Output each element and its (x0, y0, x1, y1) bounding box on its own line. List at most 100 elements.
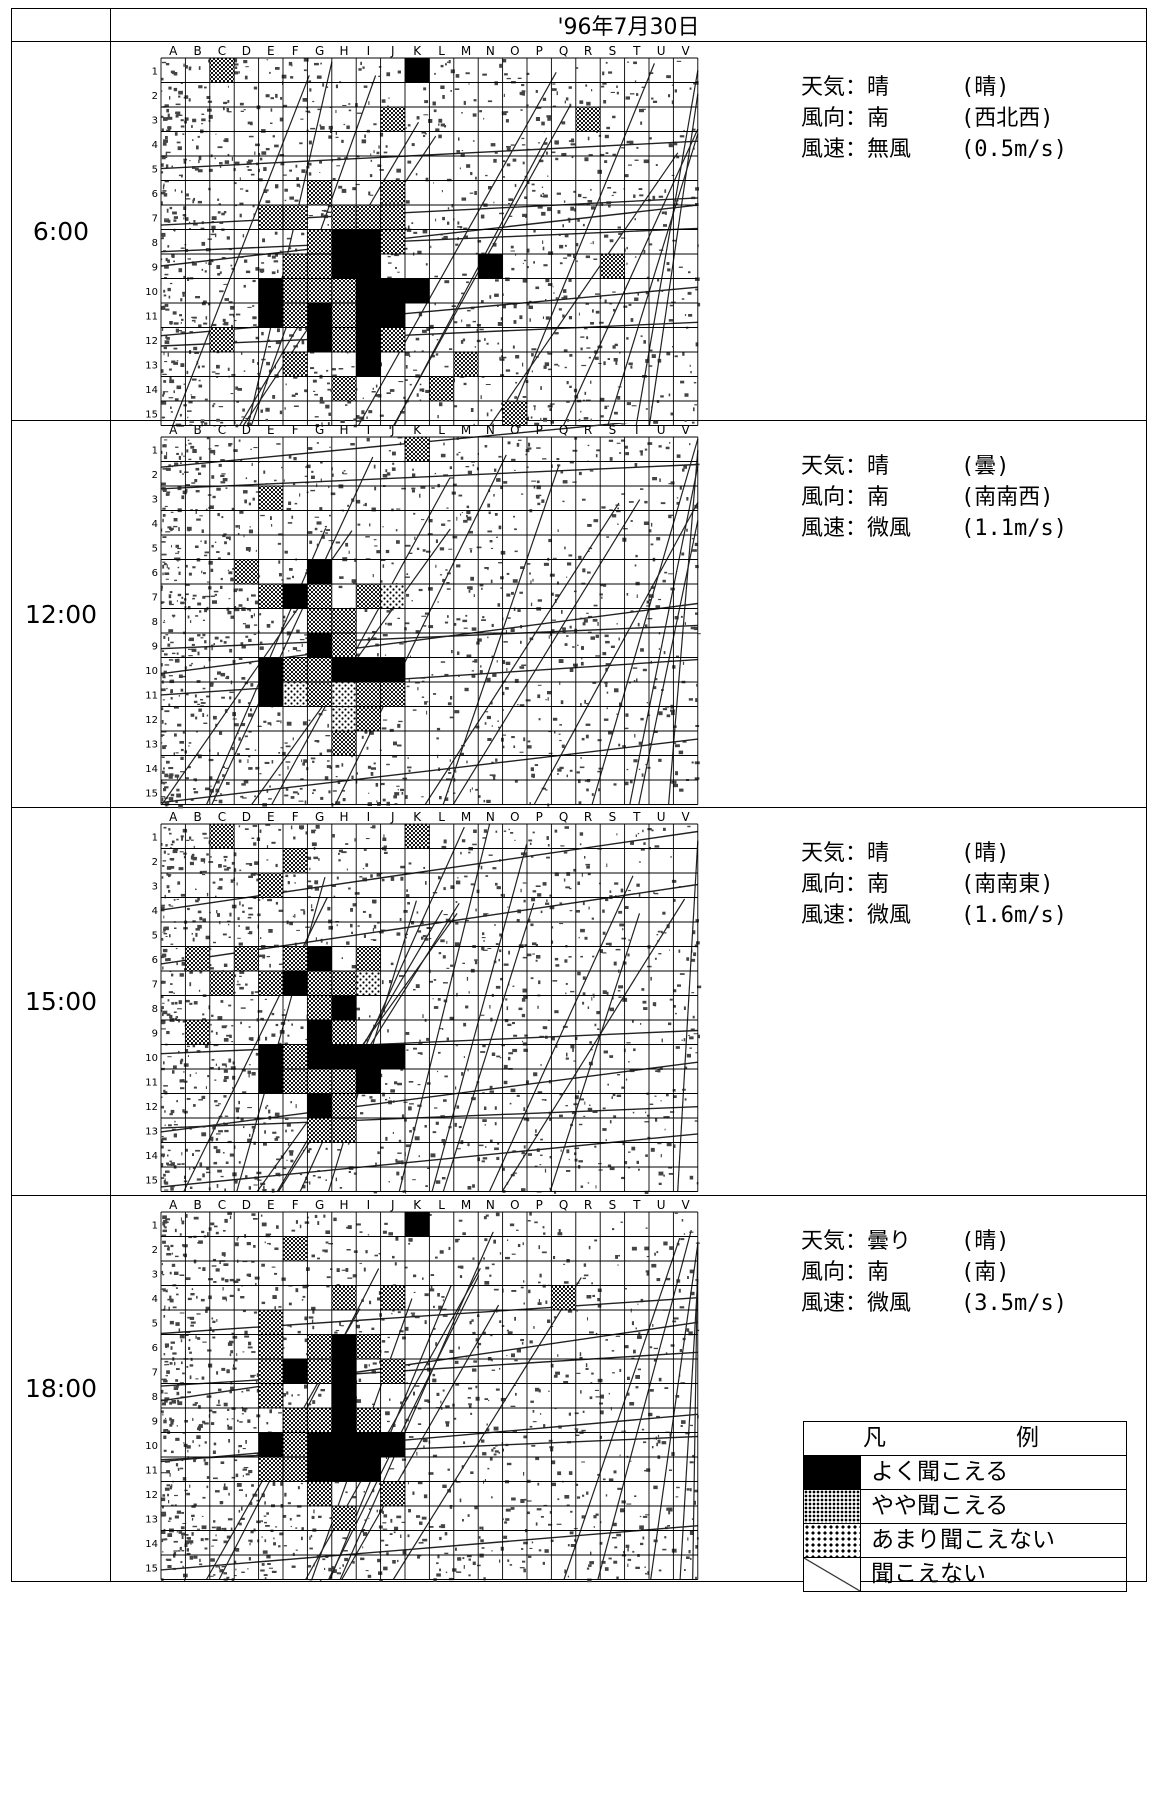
wind-direction-row-value: (南南東) (961, 872, 1054, 897)
column-label: R (584, 810, 592, 824)
column-label: R (584, 1198, 592, 1212)
cell-F10-some (282, 278, 308, 303)
row-label: 8 (152, 238, 158, 249)
wind-direction-row-value: (西北西) (961, 106, 1054, 131)
weather-row: 天気：曇り (晴) (801, 1226, 1067, 1257)
column-label: S (609, 44, 617, 58)
row-label: 15 (145, 788, 158, 799)
weather-row-value: (晴) (961, 1229, 1010, 1254)
row-label: 8 (152, 1392, 158, 1403)
cell-I7-some (356, 584, 381, 609)
cell-J4-some (380, 1285, 405, 1311)
cell-H13-some (331, 730, 357, 756)
cell-J10-good (380, 278, 405, 303)
cell-J3-some (380, 107, 405, 132)
column-label: M (461, 1198, 471, 1212)
cell-I9-some (356, 1407, 381, 1433)
column-label: E (267, 423, 275, 437)
cell-G7-some (307, 971, 332, 996)
cell-G7-some (307, 1359, 332, 1384)
column-label: V (681, 810, 690, 824)
legend-item-little: あまり聞こえない (804, 1524, 1126, 1558)
cell-H11-some (331, 1068, 357, 1094)
weather-info: 天気：晴 (曇) 風向：南 (南南西) 風速：微風 (1.1m/s) (801, 451, 1067, 544)
cell-H14-some (331, 376, 357, 401)
column-label: E (267, 810, 275, 824)
cell-H12-some (331, 1093, 357, 1118)
column-label: F (292, 44, 299, 58)
column-label: J (390, 1198, 395, 1212)
wind-speed-row: 風速：微風 (1.6m/s) (801, 900, 1067, 931)
cell-S9-some (600, 253, 625, 279)
cell-M13-some (453, 351, 479, 377)
cell-L14-some (429, 376, 454, 401)
cell-G12-good (307, 1093, 332, 1118)
cell-I6-some (356, 946, 381, 972)
cell-G6-good (307, 559, 332, 585)
column-label: O (510, 423, 519, 437)
cell-K1-some (404, 824, 430, 849)
cell-H11-good (331, 1456, 357, 1482)
row-label: 11 (145, 1077, 158, 1088)
cell-B6-some (185, 946, 210, 972)
column-label: I (367, 44, 371, 58)
cell-Q4-some (551, 1285, 576, 1311)
cell-H10-good (331, 1432, 357, 1457)
legend-label: やや聞こえる (871, 1493, 1009, 1519)
cell-E10-good (258, 1432, 283, 1457)
cell-F2-some (282, 848, 308, 874)
column-label: H (339, 1198, 348, 1212)
row-label: 1 (152, 832, 158, 843)
row-label: 13 (145, 1126, 158, 1137)
cell-F7-good (282, 1359, 308, 1384)
column-label: N (486, 423, 495, 437)
row-label: 6 (152, 955, 158, 966)
grid-map: A B C D E F G H I J K L M N O P Q R S T U V123456789101112131… (145, 810, 702, 1194)
cell-H7-some (331, 205, 357, 230)
row-label: 15 (145, 409, 158, 420)
legend-swatch-good (804, 1456, 861, 1489)
cell-G13-some (307, 1117, 332, 1143)
cell-E10-good (258, 278, 283, 303)
cell-H4-some (331, 1285, 357, 1311)
cell-E5-some (258, 1310, 283, 1335)
column-label: V (681, 423, 690, 437)
cell-J8-some (380, 229, 405, 254)
row-label: 6 (152, 189, 158, 200)
column-label: V (681, 1198, 690, 1212)
cell-H8-good (331, 995, 357, 1020)
wind-direction-row-label: 風向：南 (801, 106, 890, 131)
cell-G11-some (307, 1068, 332, 1094)
cell-J11-good (380, 302, 405, 328)
row-label: 7 (152, 979, 158, 990)
row-label: 13 (145, 360, 158, 371)
column-label: D (242, 44, 251, 58)
legend-item-good: よく聞こえる (804, 1456, 1126, 1490)
wind-speed-row-value: (1.6m/s) (961, 903, 1067, 928)
column-label: C (218, 1198, 226, 1212)
row-label: 10 (145, 666, 158, 677)
map-texture (160, 824, 702, 1194)
wind-direction-row-value: (南) (961, 1260, 1010, 1285)
column-label: P (536, 423, 543, 437)
weather-row-value: (晴) (961, 841, 1010, 866)
legend: 凡 例 よく聞こえる やや聞こえる あまり聞こえない 聞こえない (803, 1421, 1127, 1592)
row-label: 6 (152, 1343, 158, 1354)
column-label: U (657, 810, 666, 824)
row-label: 10 (145, 1053, 158, 1064)
cell-K10-good (404, 278, 430, 303)
time-label: 6:00 (11, 41, 111, 421)
cell-J6-some (380, 180, 405, 206)
legend-swatch-none (804, 1558, 861, 1591)
column-label: D (242, 1198, 251, 1212)
row-label: 14 (145, 1151, 158, 1162)
column-label: R (584, 423, 592, 437)
cell-E11-good (258, 302, 283, 328)
column-label: E (267, 1198, 275, 1212)
cell-H8-some (331, 608, 357, 633)
cell-D6-some (234, 559, 259, 585)
legend-title: 凡 例 (804, 1422, 1126, 1456)
row-label: 10 (145, 287, 158, 298)
row-label: 7 (152, 1367, 158, 1378)
cell-E11-good (258, 681, 283, 707)
